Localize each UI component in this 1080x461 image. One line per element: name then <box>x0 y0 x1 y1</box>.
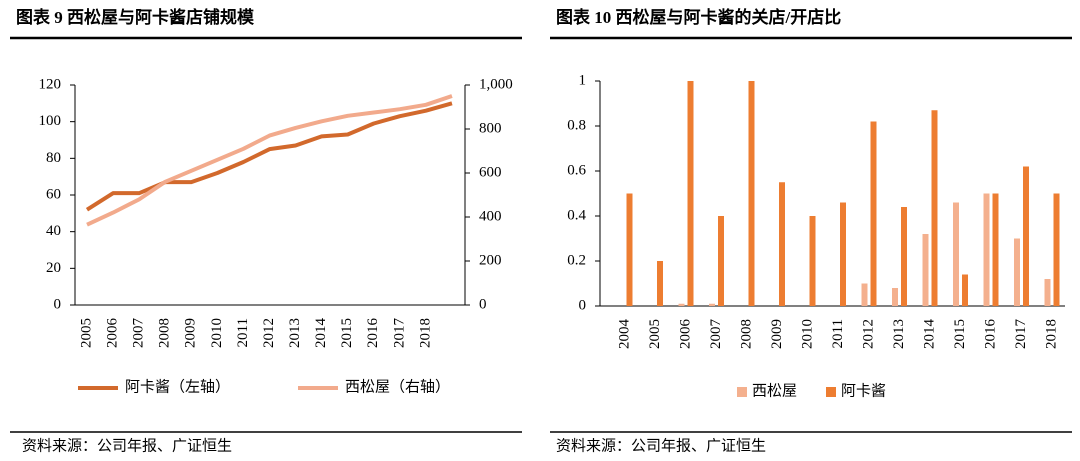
x-tick-label: 2006 <box>105 318 121 349</box>
bar <box>983 193 990 306</box>
legend-swatch <box>826 387 836 397</box>
y-tick-label: 80 <box>46 150 61 166</box>
x-tick-label: 2007 <box>131 318 147 349</box>
x-tick-label: 2011 <box>235 318 251 347</box>
x-tick-label: 2005 <box>647 319 663 349</box>
x-tick-label: 2015 <box>952 319 968 349</box>
bar <box>870 121 877 306</box>
y-tick-label: 0.2 <box>567 252 586 268</box>
x-tick-label: 2004 <box>616 319 632 350</box>
bar <box>1014 238 1020 306</box>
bar <box>748 81 755 306</box>
x-tick-label: 2011 <box>830 319 846 348</box>
chart-title: 图表 10 西松屋与阿卡酱的关店/开店比 <box>556 7 841 27</box>
bar <box>1023 166 1029 306</box>
y-tick-label: 1 <box>579 72 587 88</box>
x-tick-label: 2013 <box>287 318 303 348</box>
bar <box>657 261 663 306</box>
legend-label: 西松屋（右轴） <box>345 378 450 395</box>
y-tick-label: 0 <box>54 296 62 312</box>
x-tick-label: 2012 <box>261 318 277 348</box>
legend-label: 西松屋 <box>752 382 797 399</box>
y-tick-label: 0.6 <box>567 162 586 178</box>
x-tick-label: 2008 <box>157 318 173 348</box>
y-tick-label: 0 <box>479 296 487 312</box>
x-tick-label: 2016 <box>365 318 381 349</box>
source: 资料来源：公司年报、广证恒生 <box>556 437 766 454</box>
y-tick-label: 800 <box>479 120 502 136</box>
bar <box>626 193 633 306</box>
y-tick-label: 100 <box>39 113 62 129</box>
legend-label: 阿卡酱（左轴） <box>125 378 230 395</box>
bar <box>809 216 816 306</box>
source: 资料来源：公司年报、广证恒生 <box>22 437 232 454</box>
x-tick-label: 2012 <box>860 319 876 349</box>
bar <box>718 216 724 306</box>
y-tick-label: 40 <box>46 223 61 239</box>
bar <box>779 182 785 306</box>
bar <box>992 193 999 306</box>
x-tick-label: 2007 <box>708 319 724 350</box>
x-tick-label: 2016 <box>982 319 998 350</box>
line <box>85 101 453 212</box>
legend-label: 阿卡酱 <box>841 382 886 399</box>
bar <box>687 81 694 306</box>
x-tick-label: 2013 <box>891 319 907 349</box>
y-tick-label: 120 <box>39 76 62 92</box>
chart-title: 图表 9 西松屋与阿卡酱店铺规模 <box>16 7 255 27</box>
bar <box>1053 193 1060 306</box>
bar <box>922 234 929 306</box>
y-tick-label: 0 <box>579 297 587 313</box>
bar <box>709 303 715 306</box>
x-tick-label: 2017 <box>391 318 407 349</box>
y-tick-label: 200 <box>479 252 502 268</box>
y-tick-label: 600 <box>479 164 502 180</box>
y-tick-label: 60 <box>46 186 61 202</box>
x-tick-label: 2014 <box>313 318 329 349</box>
x-tick-label: 2010 <box>209 318 225 348</box>
bar <box>861 283 868 306</box>
x-tick-label: 2018 <box>1043 319 1059 349</box>
x-tick-label: 2018 <box>417 318 433 348</box>
x-tick-label: 2017 <box>1013 319 1029 350</box>
y-tick-label: 400 <box>479 208 502 224</box>
bar <box>931 110 938 306</box>
y-tick-label: 1,000 <box>479 76 513 92</box>
bar <box>953 202 959 306</box>
bar <box>840 202 846 306</box>
x-tick-label: 2009 <box>183 318 199 348</box>
x-tick-label: 2005 <box>78 318 94 348</box>
x-tick-label: 2015 <box>339 318 355 348</box>
bar <box>962 274 968 306</box>
y-tick-label: 20 <box>46 260 61 276</box>
x-tick-label: 2009 <box>769 319 785 349</box>
x-tick-label: 2008 <box>738 319 754 349</box>
x-tick-label: 2010 <box>799 319 815 349</box>
bar <box>1044 279 1051 306</box>
x-tick-label: 2014 <box>921 319 937 350</box>
line <box>86 94 453 227</box>
y-tick-label: 0.4 <box>567 207 586 223</box>
bar <box>678 303 685 306</box>
x-tick-label: 2006 <box>677 319 693 350</box>
bar <box>892 288 898 306</box>
y-tick-label: 0.8 <box>567 117 586 133</box>
legend-swatch <box>737 387 747 397</box>
bar <box>901 207 907 306</box>
